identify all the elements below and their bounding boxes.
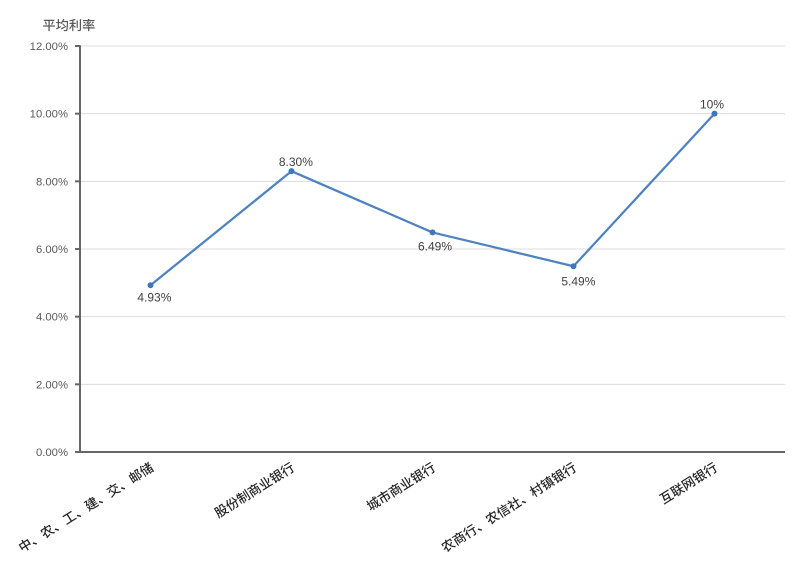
svg-text:8.00%: 8.00% [36, 176, 68, 188]
svg-text:6.00%: 6.00% [36, 244, 68, 256]
svg-text:10.00%: 10.00% [30, 109, 68, 121]
svg-text:5.49%: 5.49% [561, 275, 595, 289]
svg-text:10%: 10% [700, 97, 724, 111]
svg-text:2.00%: 2.00% [36, 379, 68, 391]
svg-text:8.30%: 8.30% [279, 155, 313, 169]
svg-text:4.93%: 4.93% [137, 290, 171, 304]
svg-text:4.00%: 4.00% [36, 312, 68, 324]
svg-text:0.00%: 0.00% [36, 447, 68, 459]
svg-text:12.00%: 12.00% [30, 41, 68, 53]
svg-text:6.49%: 6.49% [418, 240, 452, 254]
